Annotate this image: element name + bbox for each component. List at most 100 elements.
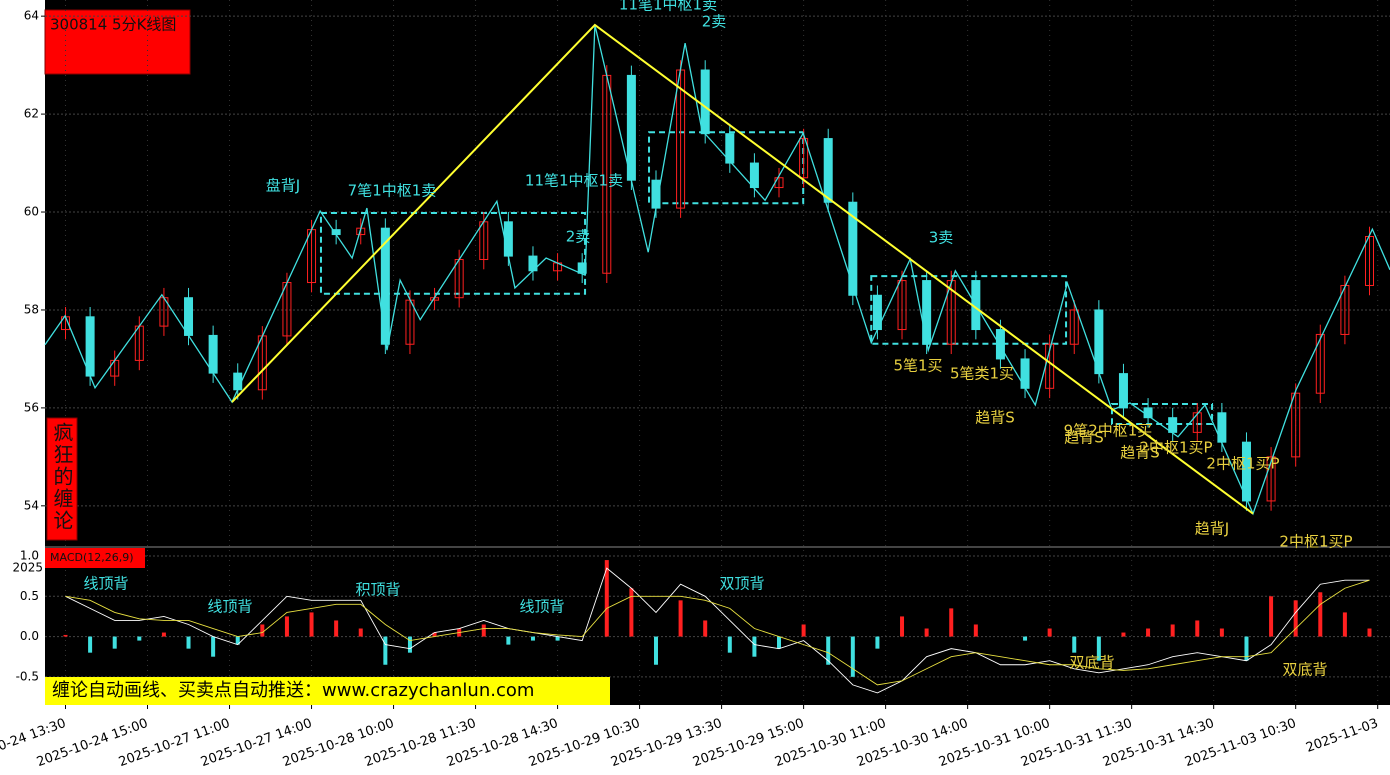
macd-bar [334, 620, 339, 637]
y-tick-label: -0.5 [16, 669, 39, 683]
side-label-box [46, 417, 78, 541]
macd-bar [161, 632, 166, 637]
candle-body [1291, 392, 1301, 458]
chart-title: 300814 5分K线图 [50, 16, 176, 34]
y-tick-label: 1.0 [20, 549, 39, 563]
macd-bar [481, 624, 486, 637]
candle-body [1118, 373, 1128, 409]
annotation: 2中枢1买P [1139, 439, 1212, 457]
macd-bar [604, 560, 609, 637]
dea-line [65, 579, 1370, 686]
macd-annotation: 双顶背 [719, 575, 764, 593]
annotation: 11笔1中枢1卖 [525, 172, 623, 190]
candle-body [995, 329, 1005, 360]
macd-bar [383, 636, 388, 665]
candle-body [503, 221, 513, 257]
macd-bar [1146, 628, 1151, 637]
macd-bar [1244, 636, 1249, 661]
title-box [44, 9, 191, 75]
macd-bar [900, 616, 905, 637]
macd-annotation: 双底背 [1282, 661, 1327, 679]
macd-bar [530, 636, 535, 641]
macd-bar [924, 628, 929, 637]
candle-body [85, 316, 95, 377]
macd-bar [88, 636, 93, 653]
candle-body [897, 280, 907, 331]
macd-bar [949, 608, 954, 637]
y-tick-label: 60 [24, 205, 39, 219]
macd-bar [826, 636, 831, 665]
macd-bar [850, 636, 855, 677]
candle-body [380, 227, 390, 345]
macd-annotation: 线顶背 [83, 575, 128, 593]
macd-bar [1293, 600, 1298, 637]
macd-annotation: 积顶背 [355, 581, 400, 599]
macd-bar [1121, 632, 1126, 637]
plot-background [45, 0, 1390, 705]
macd-bar [777, 636, 782, 649]
annotation: 趋背J [1195, 520, 1229, 538]
annotation: 11笔1中枢1卖 [619, 0, 717, 14]
macd-title: MACD(12,26,9) [50, 551, 134, 564]
macd-bar [973, 624, 978, 637]
side-label: 疯狂的缠论 [50, 422, 74, 532]
macd-bar [186, 636, 191, 649]
candle-body [1315, 333, 1325, 394]
macd-annotation: 线顶背 [207, 598, 252, 616]
macd-bar [260, 624, 265, 637]
candle-body [184, 297, 194, 336]
macd-bar [358, 628, 363, 637]
dif-line [65, 567, 1370, 694]
macd-annotation: 双底背 [1069, 654, 1114, 672]
y-tick-label: 58 [24, 302, 39, 316]
macd-bar [703, 620, 708, 637]
annotation: 趋背S [1064, 429, 1104, 447]
y-tick-label: 54 [24, 498, 39, 512]
candle-body [1266, 456, 1276, 502]
annotation: 趋背S [1120, 444, 1160, 462]
candle-body [1340, 284, 1350, 335]
candle-body [700, 69, 710, 135]
macd-annotation: 线顶背 [519, 598, 564, 616]
candle-body [233, 372, 243, 391]
y-tick-label: 0.5 [20, 589, 39, 603]
banner: 缠论自动画线、买卖点自动推送：www.crazychanlun.com [52, 680, 534, 701]
macd-title-box [45, 548, 145, 568]
segment-line [231, 23, 1254, 515]
bi-line [44, 24, 1390, 516]
macd-bar [1219, 628, 1224, 637]
macd-bar [284, 616, 289, 637]
candle-body [1069, 309, 1079, 345]
macd-bar [1269, 596, 1274, 637]
macd-corner-text: 2025 [12, 561, 43, 575]
annotation: 7笔1中枢1卖 [348, 182, 437, 200]
macd-bar [1047, 628, 1052, 637]
zhongshu-box [648, 131, 805, 205]
macd-bar [137, 636, 142, 641]
macd-bar [1342, 612, 1347, 637]
candle-body [799, 138, 809, 179]
candle-body [848, 201, 858, 296]
candle-body [208, 334, 218, 374]
macd-bar [629, 588, 634, 637]
macd-bar [309, 612, 314, 637]
candle-body [922, 280, 932, 345]
macd-bar [432, 632, 437, 637]
y-tick-label: 0.0 [20, 629, 39, 643]
macd-bar [875, 636, 880, 649]
macd-bar [801, 624, 806, 637]
annotation: 9笔2中枢1买 [1064, 422, 1153, 440]
macd-bar [112, 636, 117, 649]
macd-bar [506, 636, 511, 645]
annotation: 2中枢1买P [1279, 533, 1352, 551]
macd-bar [1367, 628, 1372, 637]
macd-bar [555, 636, 560, 641]
macd-bar [678, 600, 683, 637]
macd-bar [1096, 636, 1101, 661]
zhongshu-box [870, 275, 1068, 345]
x-tick-label: 2025-11-03 [1304, 716, 1380, 756]
macd-bar [1318, 592, 1323, 637]
y-tick-label: 62 [24, 107, 39, 121]
macd-bar [1195, 620, 1200, 637]
